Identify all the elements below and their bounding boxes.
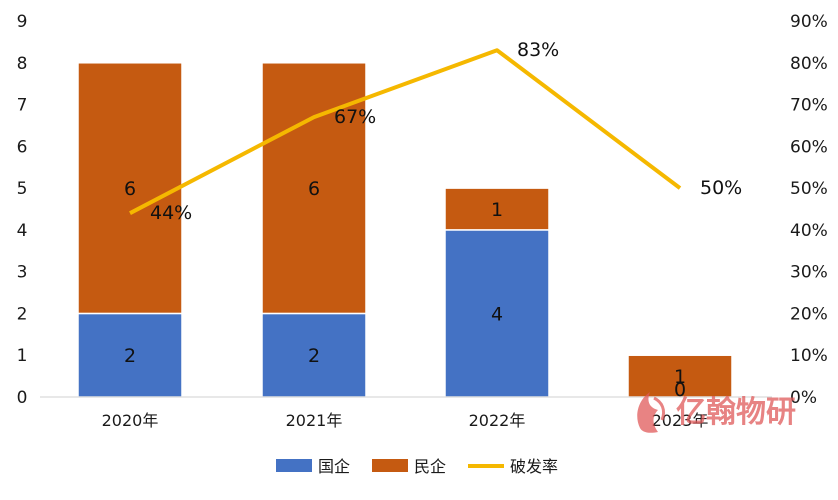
bar-data-label: 4 bbox=[491, 303, 503, 325]
bar-data-label: 0 bbox=[674, 379, 686, 401]
x-axis-tick-label: 2022年 bbox=[469, 411, 526, 430]
right-axis-tick-label: 90% bbox=[790, 12, 828, 32]
legend-label: 国企 bbox=[318, 457, 350, 476]
yihan-logo-icon bbox=[637, 392, 666, 433]
legend: 国企 民企 破发率 bbox=[276, 457, 558, 476]
x-axis-tick-label: 2020年 bbox=[102, 411, 159, 430]
line-series bbox=[129, 48, 682, 215]
bar-data-label: 2 bbox=[124, 345, 136, 367]
bars bbox=[77, 62, 733, 398]
bar-soe bbox=[261, 312, 367, 398]
bar-private bbox=[627, 354, 733, 398]
left-axis-tick-label: 0 bbox=[17, 388, 28, 408]
right-axis-tick-label: 80% bbox=[790, 54, 828, 74]
legend-label: 破发率 bbox=[510, 457, 558, 476]
right-axis-tick-label: 0% bbox=[790, 388, 817, 408]
line-data-label: 67% bbox=[334, 106, 376, 128]
right-axis-tick-label: 10% bbox=[790, 346, 828, 366]
left-axis-ticks: 0 1 2 3 4 5 6 7 8 9 bbox=[17, 12, 28, 408]
bar-data-label: 6 bbox=[308, 178, 320, 200]
legend-label: 民企 bbox=[414, 457, 446, 476]
watermark: 亿翰物研 bbox=[637, 392, 796, 433]
bar-soe bbox=[77, 312, 183, 398]
left-axis-tick-label: 2 bbox=[17, 304, 28, 324]
right-axis-tick-label: 60% bbox=[790, 137, 828, 157]
legend-swatch bbox=[276, 459, 312, 472]
bar-data-label: 2 bbox=[308, 345, 320, 367]
line-data-label: 83% bbox=[517, 39, 559, 61]
line-breakrate bbox=[129, 48, 682, 215]
right-axis-tick-label: 40% bbox=[790, 221, 828, 241]
right-axis-tick-label: 70% bbox=[790, 96, 828, 116]
bar-private bbox=[77, 62, 183, 315]
x-axis-tick-label: 2021年 bbox=[286, 411, 343, 430]
left-axis-tick-label: 4 bbox=[17, 221, 28, 241]
left-axis-tick-label: 5 bbox=[17, 179, 28, 199]
bar-data-label: 1 bbox=[674, 366, 686, 388]
bar-data-label: 1 bbox=[491, 199, 503, 221]
bar-private bbox=[444, 187, 550, 231]
left-axis-tick-label: 8 bbox=[17, 54, 28, 74]
bar-data-label: 6 bbox=[124, 178, 136, 200]
right-axis-tick-label: 20% bbox=[790, 304, 828, 324]
left-axis-tick-label: 1 bbox=[17, 346, 28, 366]
line-data-label: 50% bbox=[700, 177, 742, 199]
line-data-label: 44% bbox=[150, 202, 192, 224]
left-axis-tick-label: 7 bbox=[17, 96, 28, 116]
left-axis-tick-label: 9 bbox=[17, 12, 28, 32]
x-axis-ticks: 2020年 2021年 2022年 2023年 bbox=[102, 411, 709, 430]
line-labels: 44% 67% 83% 50% bbox=[150, 39, 742, 224]
right-axis-tick-label: 50% bbox=[790, 179, 828, 199]
x-axis-tick-label: 2023年 bbox=[652, 411, 709, 430]
legend-swatch bbox=[372, 459, 408, 472]
left-axis-tick-label: 6 bbox=[17, 137, 28, 157]
right-axis-ticks: 0% 10% 20% 30% 40% 50% 60% 70% 80% 90% bbox=[790, 12, 828, 408]
right-axis-tick-label: 30% bbox=[790, 263, 828, 283]
watermark-text: 亿翰物研 bbox=[676, 395, 796, 430]
left-axis-tick-label: 3 bbox=[17, 263, 28, 283]
